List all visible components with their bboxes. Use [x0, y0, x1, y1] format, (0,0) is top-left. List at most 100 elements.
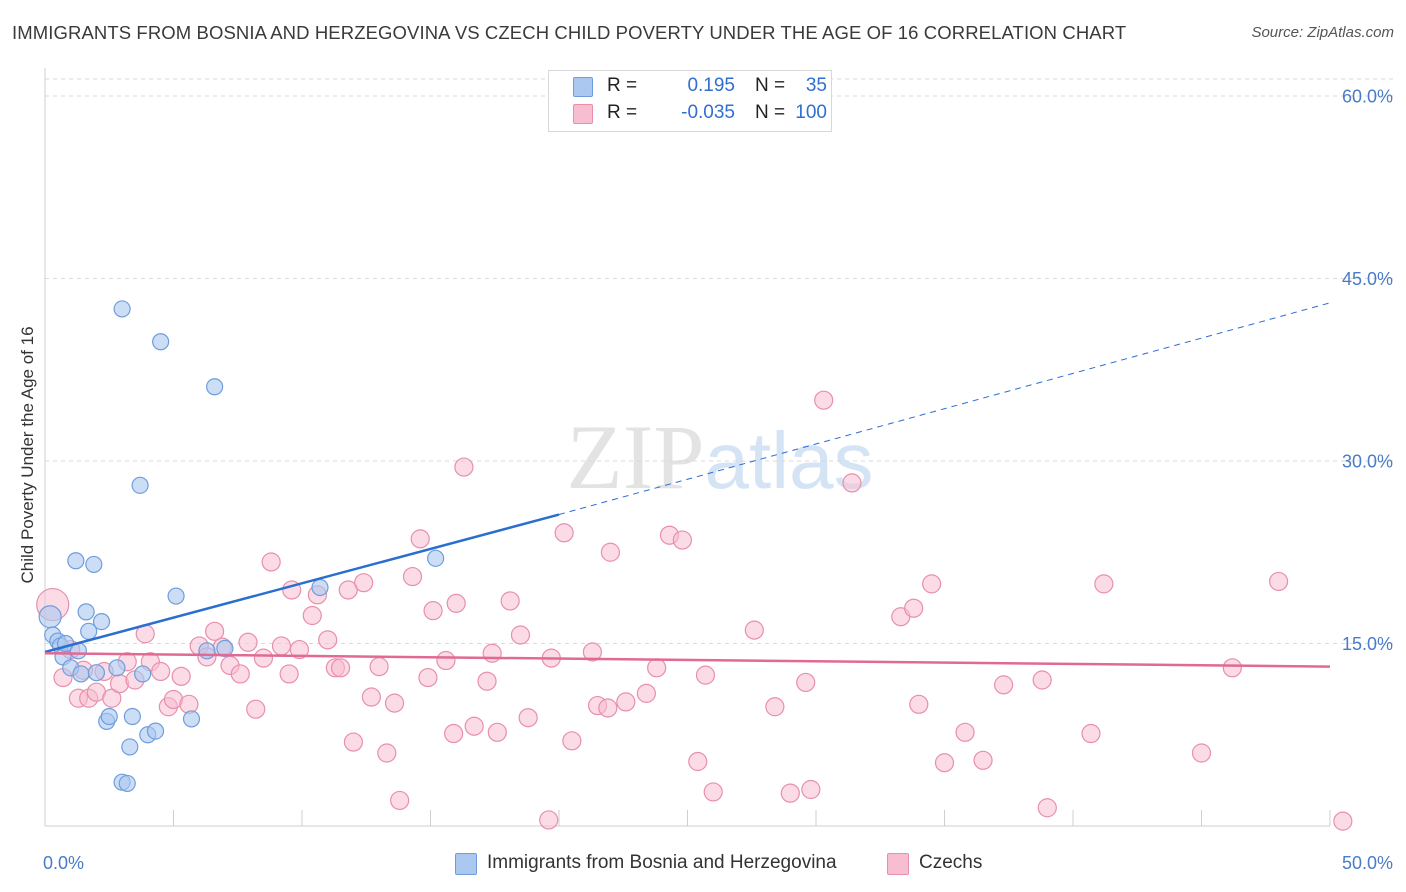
czechs-point	[410, 529, 430, 549]
y-tick-label: 45.0%	[1342, 269, 1393, 289]
czechs-point	[279, 664, 299, 684]
czechs-point	[636, 683, 656, 703]
bosnia-point	[113, 300, 131, 318]
x-tick-label: 50.0%	[1342, 853, 1393, 873]
y-tick-label: 30.0%	[1342, 452, 1393, 472]
source-label: Source: ZipAtlas.com	[1251, 24, 1394, 41]
czechs-point	[390, 790, 410, 811]
czechs-point	[744, 620, 764, 640]
czechs-point	[780, 783, 800, 803]
legend-n-label: N =	[755, 102, 786, 123]
bosnia-point	[121, 738, 139, 756]
bosnia-points	[38, 300, 445, 793]
czechs-point	[384, 693, 405, 713]
bosnia-point	[67, 552, 85, 570]
czechs-point	[973, 750, 993, 770]
bottom-legend-label-bosnia: Immigrants from Bosnia and Herzegovina	[487, 852, 837, 873]
czechs-point	[1094, 574, 1114, 594]
bottom-legend-label-czechs: Czechs	[919, 852, 983, 873]
czechs-point	[318, 630, 338, 650]
bosnia-point	[92, 612, 111, 631]
czechs-point	[510, 625, 531, 645]
axes	[44, 68, 1331, 827]
czechs-point	[230, 664, 250, 684]
czechs-point	[361, 687, 381, 707]
czechs-point	[688, 751, 708, 772]
czechs-point	[151, 661, 171, 682]
czechs-point	[482, 643, 502, 663]
czechs-point	[518, 708, 538, 728]
bosnia-point	[134, 665, 152, 683]
czechs-point	[554, 523, 574, 543]
bosnia-point	[198, 642, 216, 660]
legend-n-value: 35	[805, 75, 827, 96]
czechs-point	[436, 650, 456, 671]
bosnia-point	[72, 665, 90, 683]
watermark-atlas: atlas	[705, 416, 874, 505]
x-tick-label: 0.0%	[43, 853, 84, 873]
czechs-point	[1222, 658, 1242, 678]
czechs-point	[402, 566, 423, 587]
czechs-point	[1081, 723, 1101, 744]
czechs-point	[765, 697, 785, 717]
czechs-point	[343, 732, 363, 752]
czechs-point	[1191, 743, 1212, 763]
czechs-point	[796, 672, 816, 693]
czechs-point	[261, 552, 281, 572]
czechs-point	[539, 810, 559, 830]
czechs-point	[904, 598, 924, 618]
czechs-point	[477, 671, 497, 691]
czechs-point	[598, 698, 618, 718]
czechs-point	[562, 731, 582, 751]
watermark: ZIPatlas	[567, 406, 874, 508]
czechs-point	[454, 457, 474, 477]
czechs-point	[377, 743, 397, 763]
czechs-point	[909, 694, 929, 714]
czechs-point	[171, 666, 191, 686]
czechs-point	[647, 658, 667, 678]
bottom-legend-swatch-bosnia	[455, 853, 477, 875]
gridlines	[45, 78, 1395, 644]
bosnia-point	[87, 664, 106, 682]
legend-n-label: N =	[755, 75, 786, 96]
czechs-point	[302, 605, 322, 626]
czechs-point	[801, 779, 821, 800]
czechs-point	[695, 665, 716, 685]
czechs-point	[922, 574, 942, 594]
czechs-point	[253, 648, 274, 668]
legend-swatch-czechs	[573, 104, 593, 124]
czechs-point	[446, 593, 466, 613]
bosnia-point	[123, 707, 141, 726]
czechs-point	[672, 530, 692, 550]
czechs-point	[582, 642, 603, 662]
legend-r-value: -0.035	[681, 102, 735, 123]
bottom-legend-swatch-czechs	[887, 853, 909, 875]
czechs-point	[289, 639, 310, 660]
czechs-point	[616, 692, 636, 712]
bosnia-point	[152, 333, 170, 351]
bosnia-point	[182, 710, 201, 728]
czechs-point	[814, 390, 834, 410]
czechs-point	[1333, 811, 1353, 831]
czechs-point	[238, 632, 258, 652]
czechs-point	[1037, 798, 1057, 818]
legend-r-label: R =	[607, 102, 638, 123]
y-tick-label: 60.0%	[1342, 87, 1393, 107]
y-tick-label: 15.0%	[1342, 634, 1393, 654]
czechs-point	[354, 573, 374, 593]
bosnia-point	[167, 587, 185, 605]
chart-title: IMMIGRANTS FROM BOSNIA AND HERZEGOVINA V…	[12, 22, 1127, 43]
bosnia-point	[118, 774, 136, 793]
legend-r-value: 0.195	[687, 75, 735, 96]
bosnia-trend-line	[44, 513, 560, 654]
czechs-point	[423, 601, 443, 621]
tick-labels: 15.0% 30.0% 45.0% 60.0% 0.0% 50.0%	[43, 87, 1393, 874]
czechs-point	[1268, 571, 1289, 592]
bosnia-point	[216, 639, 234, 657]
czechs-point	[330, 658, 351, 678]
stats-legend: R = 0.195 N = 35 R = -0.035 N = 100	[548, 70, 832, 132]
bosnia-point	[100, 707, 118, 726]
czechs-point	[994, 675, 1014, 695]
bosnia-trend-extension	[558, 302, 1331, 516]
